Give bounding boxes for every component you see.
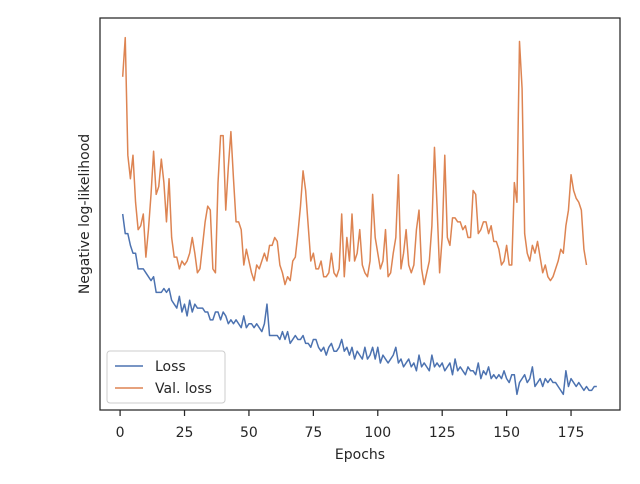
plot-area — [121, 36, 597, 396]
series-line — [121, 213, 597, 396]
legend-label: Val. loss — [155, 381, 212, 397]
x-tick-label: 175 — [558, 425, 585, 441]
series-line — [121, 36, 588, 286]
x-tick-label: 100 — [364, 425, 391, 441]
axes-frame — [99, 17, 621, 411]
legend-label: Loss — [155, 359, 186, 375]
legend-box — [106, 350, 226, 404]
x-tick-label: 150 — [493, 425, 520, 441]
x-tick-label: 0 — [116, 425, 125, 441]
x-tick-label: 125 — [429, 425, 456, 441]
y-axis-label: Negative log-likelihood — [77, 134, 93, 294]
x-tick-label: 75 — [304, 425, 322, 441]
x-tick-label: 25 — [176, 425, 194, 441]
x-axis-label: Epochs — [335, 447, 385, 463]
x-tick-label: 50 — [240, 425, 258, 441]
